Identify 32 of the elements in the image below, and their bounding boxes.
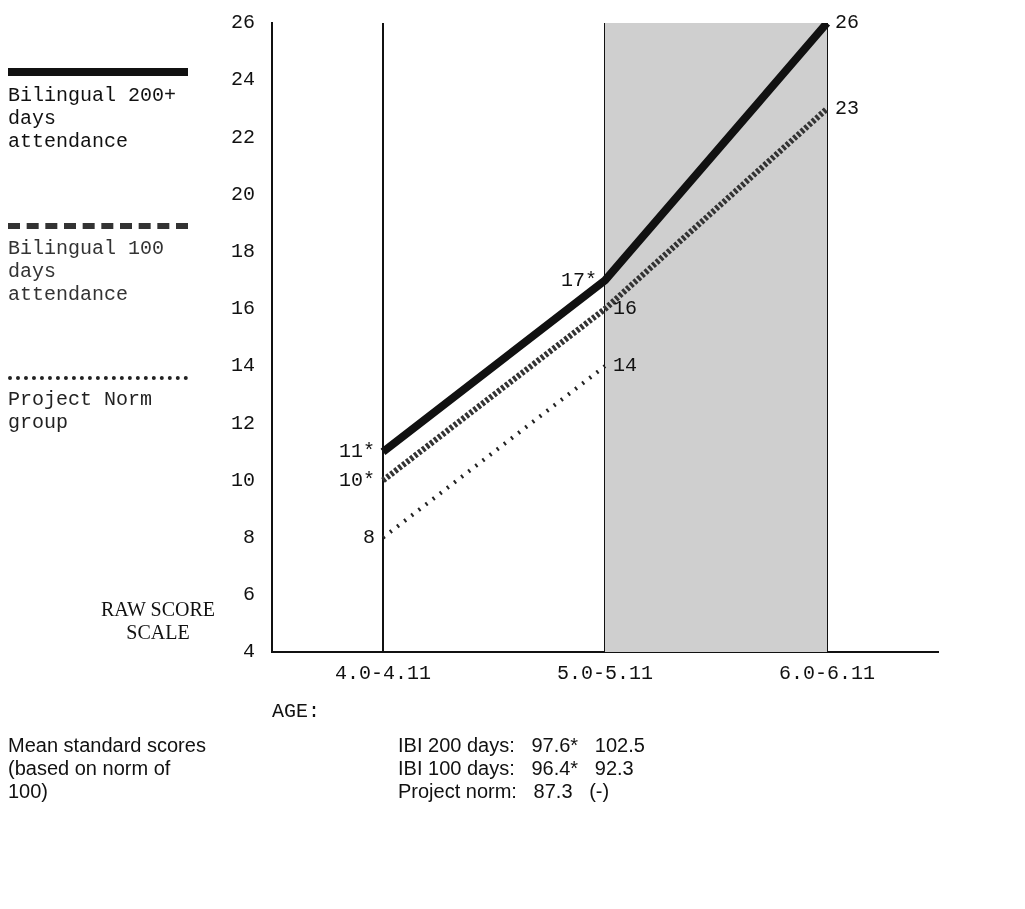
y-tick-label: 12	[230, 411, 255, 435]
y-tick-label: 14	[230, 354, 255, 378]
y-tick-label: 6	[242, 583, 255, 607]
y-tick-label: 20	[230, 182, 255, 206]
y-tick-label: 26	[230, 11, 255, 35]
data-label: 26	[835, 11, 860, 35]
text: Bilingual 200+ days attendance	[8, 84, 178, 153]
y-tick-label: 22	[230, 125, 255, 149]
text: Project norm: 87.3 (-)	[398, 780, 611, 803]
text: Project Norm group	[8, 388, 154, 434]
x-tick-label: 6.0-6.11	[778, 662, 876, 686]
y-tick-label: 18	[230, 240, 255, 264]
data-label: 23	[835, 97, 860, 121]
data-label: 11*	[338, 440, 375, 464]
data-label: 14	[613, 354, 638, 378]
data-label: 10*	[338, 468, 375, 492]
x-tick-label: 4.0-4.11	[335, 662, 432, 686]
y-tick-label: 10	[230, 468, 255, 492]
y-axis-title: RAW SCORE SCALE	[99, 598, 217, 644]
y-tick-label: 4	[242, 640, 255, 664]
x-tick-label: 5.0-5.11	[556, 662, 654, 686]
y-tick-label: 8	[242, 525, 255, 549]
data-label: 16	[613, 297, 638, 321]
data-label: 8	[362, 525, 375, 549]
x-axis-title: AGE:	[272, 700, 321, 724]
y-tick-label: 16	[230, 297, 255, 321]
data-label: 17*	[560, 268, 597, 292]
text: IBI 100 days: 96.4* 92.3	[398, 757, 635, 780]
y-tick-label: 24	[230, 68, 255, 92]
text: Bilingual 100 days attendance	[8, 237, 166, 306]
text: IBI 200 days: 97.6* 102.5	[398, 734, 645, 757]
text: Mean standard scores (based on norm of 100)	[8, 734, 207, 803]
